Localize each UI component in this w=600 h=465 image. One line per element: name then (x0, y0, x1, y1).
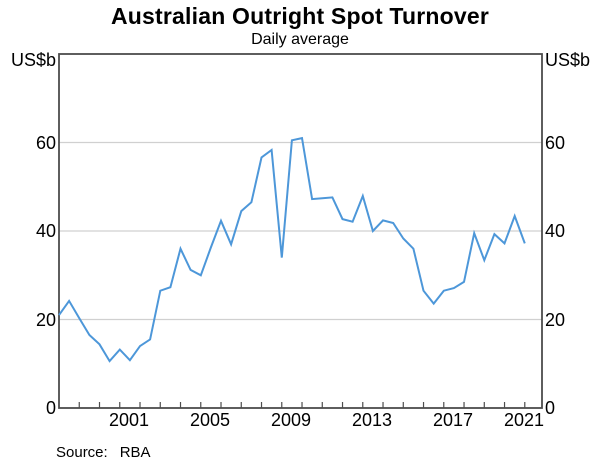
y-axis-unit-right: US$b (545, 50, 591, 70)
y-axis-label-left-20: 20 (35, 310, 56, 330)
plot-border (58, 53, 543, 409)
y-axis-unit-left: US$b (10, 50, 56, 70)
y-axis-label-left-40: 40 (35, 221, 56, 241)
x-axis-label-2001: 2001 (108, 410, 150, 430)
y-axis-label-right-20: 20 (545, 310, 566, 330)
y-axis-label-right-60: 60 (545, 133, 566, 153)
y-axis-label-right-0: 0 (545, 398, 556, 418)
chart-title: Australian Outright Spot Turnover (110, 3, 489, 29)
x-axis-label-2017: 2017 (432, 410, 474, 430)
source-label: Source: (56, 444, 108, 461)
chart-subtitle: Daily average (251, 31, 349, 48)
x-axis-label-2005: 2005 (189, 410, 231, 430)
x-axis-label-2013: 2013 (351, 410, 393, 430)
y-axis-label-right-40: 40 (545, 221, 566, 241)
source-note: Source: RBA (56, 445, 151, 461)
data-line (58, 136, 526, 363)
x-axis-label-2021: 2021 (503, 410, 545, 430)
x-axis-label-2009: 2009 (270, 410, 312, 430)
y-axis-label-left-60: 60 (35, 133, 56, 153)
source-value: RBA (119, 444, 151, 461)
y-axis-label-left-0: 0 (45, 398, 56, 418)
